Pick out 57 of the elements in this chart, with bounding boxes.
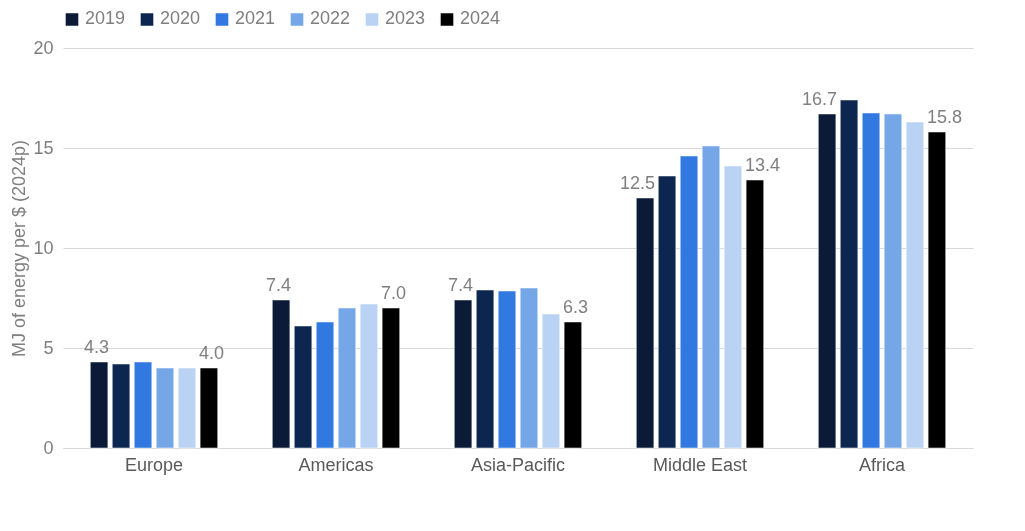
y-tick-label: 5 (43, 337, 54, 358)
legend-label: 2020 (160, 8, 201, 29)
bar (476, 289, 495, 449)
bar (883, 113, 903, 449)
bar (658, 175, 677, 449)
data-label: 12.5 (620, 173, 656, 193)
legend-label: 2021 (235, 8, 276, 29)
bar (133, 361, 153, 449)
y-tick-label: 20 (33, 37, 54, 58)
bar (519, 287, 539, 449)
bar (723, 165, 742, 449)
bar (701, 145, 721, 449)
bar (454, 299, 473, 449)
bar (177, 367, 196, 449)
legend-label: 2019 (85, 8, 126, 29)
x-tick-label: Americas (298, 454, 374, 475)
bar (818, 113, 837, 449)
bar (199, 367, 218, 449)
data-label: 7.0 (380, 283, 406, 303)
bar (337, 307, 357, 449)
data-label: 7.4 (448, 275, 474, 295)
x-tick-label: Middle East (652, 454, 748, 475)
legend-label: 2024 (460, 8, 501, 29)
bar (905, 121, 924, 449)
bar (563, 321, 582, 449)
x-tick-label: Europe (124, 454, 184, 475)
y-tick-label: 0 (43, 437, 54, 458)
bar (90, 361, 109, 449)
data-label: 4.3 (84, 337, 110, 357)
bar (927, 131, 946, 449)
bar (294, 325, 313, 449)
bar (155, 367, 175, 449)
x-tick-label: Asia-Pacific (470, 454, 566, 475)
y-tick-label: 15 (33, 137, 54, 158)
data-label: 15.8 (926, 107, 962, 127)
legend-label: 2023 (385, 8, 426, 29)
bar (745, 179, 764, 449)
bar (497, 290, 517, 449)
y-axis-title: MJ of energy per $ (2024p) (9, 139, 30, 358)
bar (636, 197, 655, 449)
bar (381, 307, 400, 449)
bar (112, 363, 131, 449)
data-label: 16.7 (802, 89, 838, 109)
bar (861, 112, 881, 449)
data-label: 7.4 (266, 275, 292, 295)
data-label: 6.3 (562, 297, 588, 317)
bar (840, 99, 859, 449)
bar (541, 313, 560, 449)
data-label: 4.0 (198, 343, 224, 363)
x-tick-label: Africa (858, 454, 906, 475)
data-label: 13.4 (744, 155, 780, 175)
bar (359, 303, 378, 449)
y-tick-label: 10 (33, 237, 54, 258)
bar (272, 299, 291, 449)
legend-label: 2022 (310, 8, 351, 29)
bar (315, 321, 335, 449)
bar (679, 155, 699, 449)
